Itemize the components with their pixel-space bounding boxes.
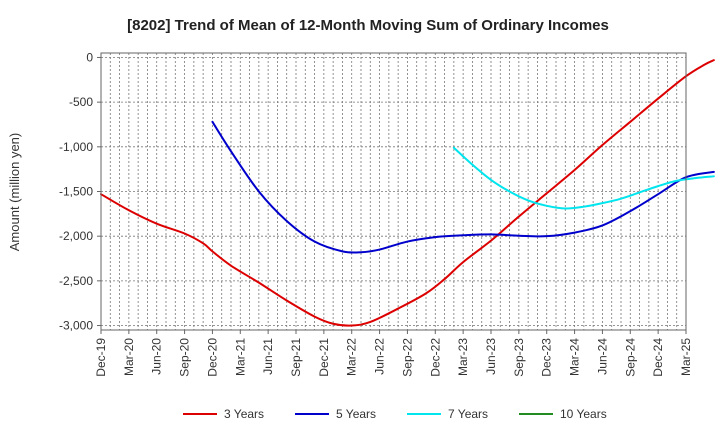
legend: 3 Years 5 Years 7 Years 10 Years [183,407,607,421]
series-line-3-years [100,59,715,327]
x-tick-label: Dec-24 [651,338,665,377]
x-tick-label: Mar-22 [345,338,359,376]
y-tick-label: -2,500 [59,274,93,288]
legend-label-10-years: 10 Years [560,407,607,421]
x-tick-label: Sep-24 [623,338,637,377]
x-tick-label: Dec-22 [428,338,442,377]
y-axis-ticks: 0 -500 -1,000 -1,500 -2,000 -2,500 -3,000 [59,50,101,333]
x-tick-label: Jun-22 [373,338,387,375]
legend-label-3-years: 3 Years [224,407,264,421]
series-lines [100,59,715,327]
y-axis-label: Amount (million yen) [7,133,22,252]
x-tick-label: Mar-21 [233,338,247,376]
x-tick-label: Jun-23 [484,338,498,375]
x-tick-label: Sep-22 [400,338,414,377]
x-tick-label: Jun-24 [595,338,609,375]
series-line-5-years [211,120,715,254]
x-tick-label: Jun-21 [261,338,275,375]
x-tick-label: Dec-20 [205,338,219,377]
y-tick-label: -3,000 [59,319,93,333]
x-tick-label: Dec-19 [94,338,108,377]
x-tick-label: Dec-23 [540,338,554,377]
y-tick-label: -1,000 [59,140,93,154]
y-tick-label: 0 [86,50,93,64]
x-tick-label: Jun-20 [150,338,164,375]
series-line-7-years [452,146,715,210]
x-tick-label: Mar-20 [122,338,136,376]
legend-label-7-years: 7 Years [448,407,488,421]
x-tick-label: Dec-21 [317,338,331,377]
legend-label-5-years: 5 Years [336,407,376,421]
x-tick-label: Mar-25 [679,338,693,376]
grid-lines [101,53,686,330]
x-axis-ticks: Dec-19 Mar-20 Jun-20 Sep-20 Dec-20 Mar-21 Jun-… [94,330,693,377]
x-tick-label: Mar-24 [568,338,582,376]
chart-title: [8202] Trend of Mean of 12-Month Moving … [127,17,609,34]
y-tick-label: -2,000 [59,229,93,243]
plot-frame [100,52,687,331]
y-tick-label: -1,500 [59,185,93,199]
x-tick-label: Sep-21 [289,338,303,377]
x-tick-label: Mar-23 [456,338,470,376]
x-tick-label: Sep-20 [178,338,192,377]
y-tick-label: -500 [69,95,93,109]
x-tick-label: Sep-23 [512,338,526,377]
